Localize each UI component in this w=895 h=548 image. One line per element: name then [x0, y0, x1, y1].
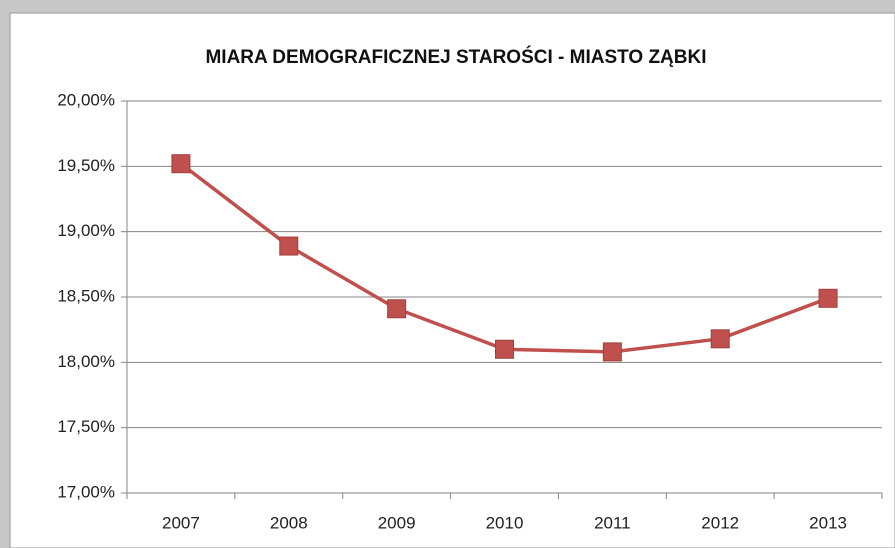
marker	[602, 342, 622, 362]
marker	[387, 299, 407, 319]
x-tick-label: 2011	[594, 513, 631, 532]
y-tick-label: 18,50%	[57, 286, 115, 305]
marker	[495, 339, 514, 359]
x-tick-label: 2013	[809, 513, 847, 532]
chart-title: MIARA DEMOGRAFICZNEJ STAROŚCI - MIASTO Z…	[205, 46, 706, 68]
marker	[818, 288, 838, 308]
y-tick-label: 18,00%	[57, 352, 115, 371]
y-tick-label: 17,50%	[57, 417, 115, 436]
x-tick-label: 2009	[378, 513, 416, 532]
marker	[171, 154, 191, 174]
y-tick-label: 19,50%	[57, 156, 115, 175]
x-tick-label: 2012	[701, 513, 739, 532]
y-tick-label: 20,00%	[57, 90, 115, 109]
marker	[710, 329, 730, 349]
y-tick-label: 17,00%	[57, 482, 115, 501]
x-tick-label: 2007	[162, 513, 200, 532]
x-tick-label: 2008	[270, 513, 308, 532]
marker	[279, 236, 299, 256]
x-tick-label: 2010	[486, 513, 524, 532]
chart-area	[9, 12, 895, 548]
y-tick-label: 19,00%	[57, 221, 115, 240]
